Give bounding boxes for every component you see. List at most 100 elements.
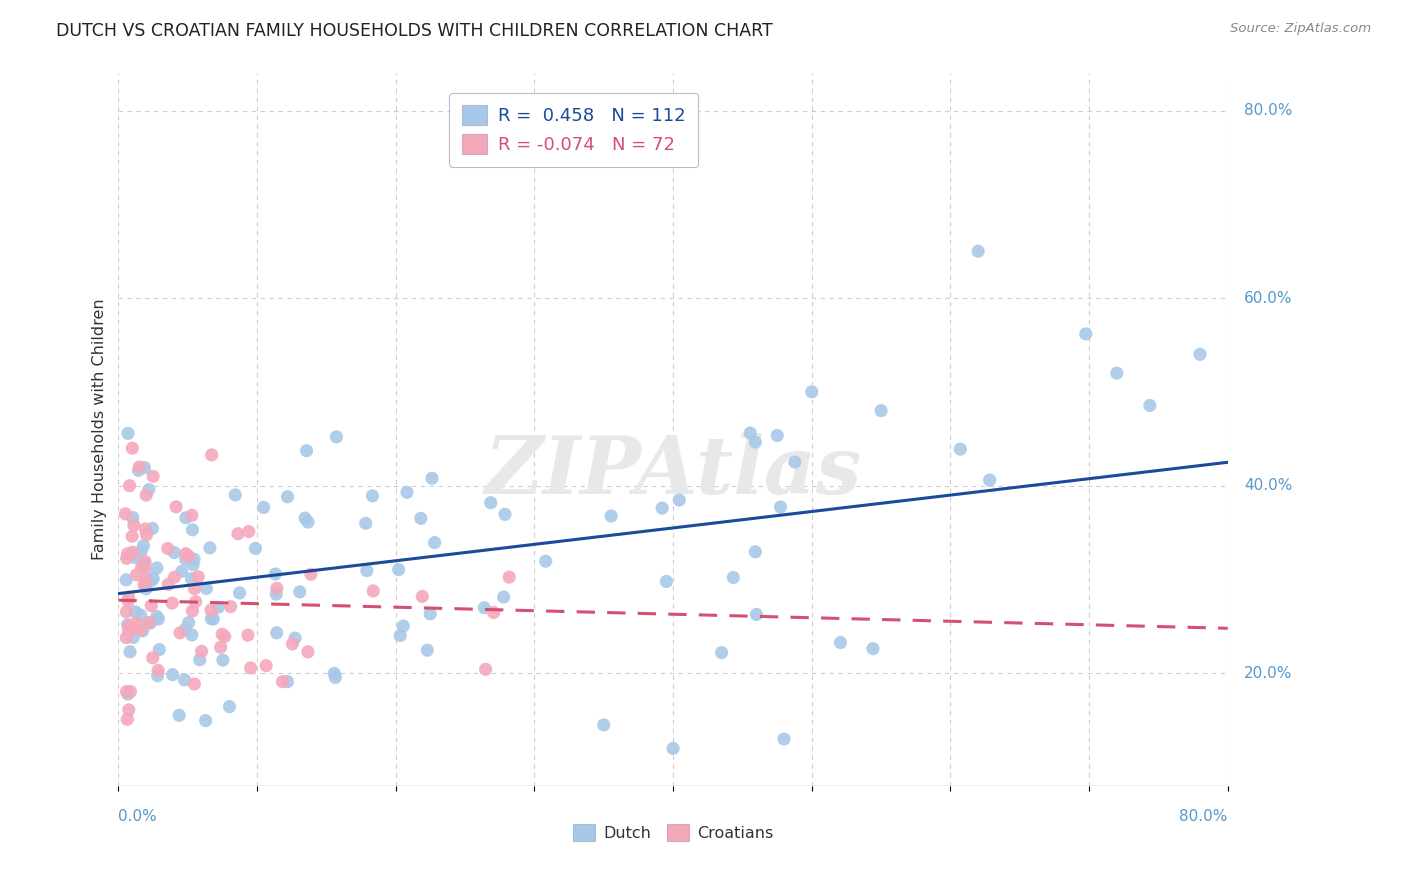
Point [134,460,156,475]
Point [117,547,139,561]
Point [141,574,163,588]
Point [148,612,170,626]
Point [1074,326,1097,341]
Point [409,511,432,525]
Point [219,599,242,614]
Point [294,511,316,525]
Point [174,547,197,561]
Point [299,567,322,582]
Point [118,590,141,604]
Point [135,488,157,502]
Point [170,565,193,579]
Point [117,594,139,608]
Point [200,603,222,617]
Point [134,574,156,589]
Point [129,608,152,623]
Point [121,510,143,524]
Point [177,615,200,630]
Point [800,384,823,399]
Point [723,571,745,585]
Point [187,570,209,584]
Point [181,523,204,537]
Point [135,527,157,541]
Point [117,712,139,726]
Point [120,684,142,698]
Point [183,582,205,596]
Point [117,624,139,638]
Point [740,425,762,440]
Point [254,658,277,673]
Point [174,552,197,566]
Point [115,631,138,645]
Point [498,570,520,584]
Point [146,561,169,575]
Point [198,541,221,555]
Point [131,561,153,575]
Point [141,521,163,535]
Point [212,653,235,667]
Point [125,567,148,582]
Point [134,522,156,536]
Point [284,631,307,645]
Point [325,430,347,444]
Point [148,642,170,657]
Point [277,490,299,504]
Point [361,583,384,598]
Point [183,677,205,691]
Point [474,662,496,676]
Point [419,607,441,621]
Point [236,628,259,642]
Point [266,581,288,595]
Point [239,661,262,675]
Point [118,645,141,659]
Point [165,500,187,514]
Point [180,508,202,523]
Point [482,606,505,620]
Point [121,441,143,455]
Point [188,653,211,667]
Point [195,582,218,596]
Point [181,604,204,618]
Point [157,577,180,591]
Point [142,571,165,585]
Point [180,628,202,642]
Point [162,667,184,681]
Point [494,508,516,522]
Point [783,455,806,469]
Point [416,643,439,657]
Point [139,615,162,630]
Point [146,609,169,624]
Point [655,574,678,589]
Text: ZIPAtlas: ZIPAtlas [485,434,862,511]
Point [142,651,165,665]
Point [142,469,165,483]
Point [135,582,157,596]
Point [115,551,138,566]
Point [411,590,433,604]
Point [118,619,141,633]
Point [766,428,789,442]
Point [600,509,623,524]
Point [115,573,138,587]
Point [218,699,240,714]
Point [201,448,224,462]
Point [668,493,690,508]
Point [745,607,768,622]
Text: 60.0%: 60.0% [1244,291,1294,306]
Point [1105,366,1128,380]
Point [124,550,146,565]
Point [949,442,972,457]
Point [534,554,557,568]
Point [295,443,318,458]
Point [167,708,190,723]
Point [146,669,169,683]
Point [190,644,212,658]
Point [744,435,766,450]
Point [200,612,222,626]
Point [388,563,411,577]
Point [129,544,152,558]
Point [361,489,384,503]
Point [124,605,146,619]
Point [769,500,792,514]
Point [773,731,796,746]
